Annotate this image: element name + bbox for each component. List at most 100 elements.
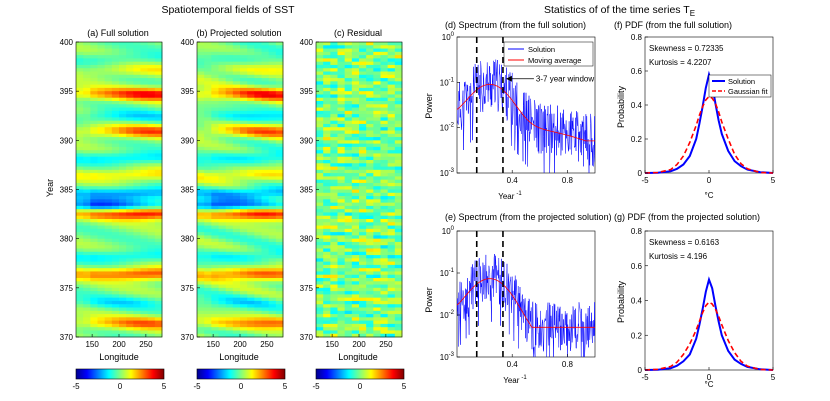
- heatmap-cell: [97, 160, 106, 164]
- heatmap-cell: [83, 51, 91, 56]
- heatmap-cell: [204, 179, 212, 184]
- heatmap-cell: [380, 84, 389, 89]
- heatmap-cell: [225, 330, 234, 335]
- heatmap-cell: [154, 120, 163, 125]
- heatmap-cell: [387, 202, 396, 207]
- heatmap-cell: [90, 192, 98, 197]
- heatmap-cell: [268, 114, 277, 118]
- heatmap-cell: [119, 196, 127, 200]
- heatmap-cell: [387, 169, 396, 174]
- heatmap-cell: [275, 166, 284, 171]
- heatmap-cell: [359, 314, 367, 318]
- heatmap-cell: [344, 281, 353, 285]
- heatmap-cell: [111, 307, 120, 312]
- heatmap-cell: [140, 304, 149, 308]
- heatmap-cell: [83, 219, 91, 223]
- heatmap-cell: [119, 241, 127, 246]
- heatmap-cell: [140, 51, 149, 56]
- heatmap-cell: [119, 156, 127, 161]
- heatmap-cell: [351, 127, 360, 131]
- heatmap-cell: [394, 146, 403, 151]
- heatmap-cell: [133, 45, 141, 49]
- heatmap-cell: [240, 333, 248, 338]
- heatmap-cell: [147, 297, 156, 302]
- heatmap-cell: [232, 235, 241, 240]
- heatmap-cell: [344, 78, 353, 82]
- heatmap-cell: [387, 87, 396, 92]
- heatmap-cell: [359, 166, 367, 171]
- heatmap-cell: [218, 284, 227, 289]
- heatmap-cell: [268, 323, 277, 328]
- heatmap-cell: [344, 192, 353, 197]
- panel-g-xlabel: °C: [705, 380, 714, 389]
- heatmap-cell: [387, 94, 396, 99]
- heatmap-cell: [204, 51, 212, 56]
- heatmap-cell: [380, 48, 389, 53]
- heatmap-cell: [344, 123, 353, 128]
- heatmap-cell: [268, 117, 277, 122]
- heatmap-cell: [97, 245, 106, 249]
- heatmap-cell: [154, 123, 163, 128]
- heatmap-cell: [97, 317, 106, 322]
- heatmap-cell: [133, 209, 141, 213]
- heatmap-cell: [373, 71, 381, 76]
- heatmap-cell: [316, 120, 324, 125]
- heatmap-cell: [344, 186, 353, 190]
- heatmap-cell: [380, 215, 389, 220]
- heatmap-cell: [147, 94, 156, 99]
- heatmap-cell: [104, 287, 113, 292]
- heatmap-cell: [323, 215, 331, 220]
- heatmap-cell: [261, 330, 270, 335]
- heatmap-cell: [154, 160, 163, 164]
- heatmap-cell: [197, 74, 205, 79]
- heatmap-cell: [316, 160, 324, 164]
- x-tick-label: 150: [206, 340, 220, 349]
- heatmap-cell: [380, 297, 389, 302]
- heatmap-cell: [351, 146, 360, 151]
- heatmap-cell: [394, 297, 403, 302]
- heatmap-cell: [104, 196, 113, 200]
- heatmap-cell: [154, 68, 163, 72]
- heatmap-cell: [337, 160, 346, 164]
- heatmap-cell: [147, 264, 156, 269]
- heatmap-cell: [268, 146, 277, 151]
- heatmap-cell: [351, 55, 360, 59]
- heatmap-cell: [232, 205, 241, 210]
- heatmap-cell: [344, 323, 353, 328]
- heatmap-cell: [387, 64, 396, 69]
- heatmap-cell: [366, 84, 374, 89]
- heatmap-cell: [240, 241, 248, 246]
- heatmap-cell: [261, 182, 270, 187]
- heatmap-cell: [380, 64, 389, 69]
- heatmap-cell: [126, 169, 134, 174]
- heatmap-cell: [359, 232, 367, 236]
- heatmap-cell: [83, 140, 91, 145]
- heatmap-cell: [359, 264, 367, 269]
- heatmap-cell: [254, 235, 262, 240]
- heatmap-cell: [261, 212, 270, 217]
- heatmap-cell: [90, 310, 98, 315]
- heatmap-cell: [316, 304, 324, 308]
- heatmap-cell: [90, 271, 98, 276]
- heatmap-cell: [387, 101, 396, 105]
- heatmap-cell: [240, 87, 248, 92]
- heatmap-cell: [261, 274, 270, 279]
- y-tick-label: 380: [300, 235, 314, 244]
- heatmap-cell: [344, 166, 353, 171]
- heatmap-cell: [140, 300, 149, 305]
- heatmap-cell: [232, 330, 241, 335]
- heatmap-cell: [211, 61, 219, 66]
- heatmap-cell: [197, 314, 205, 318]
- heatmap-cell: [380, 281, 389, 285]
- heatmap-cell: [394, 274, 403, 279]
- heatmap-cell: [275, 323, 284, 328]
- heatmap-cell: [337, 186, 346, 190]
- heatmap-cell: [330, 153, 338, 158]
- heatmap-cell: [126, 248, 134, 253]
- heatmap-cell: [104, 281, 113, 285]
- heatmap-cell: [232, 176, 241, 181]
- heatmap-cell: [111, 84, 120, 89]
- heatmap-cell: [337, 58, 346, 63]
- heatmap-cell: [211, 287, 219, 292]
- heatmap-cell: [154, 71, 163, 76]
